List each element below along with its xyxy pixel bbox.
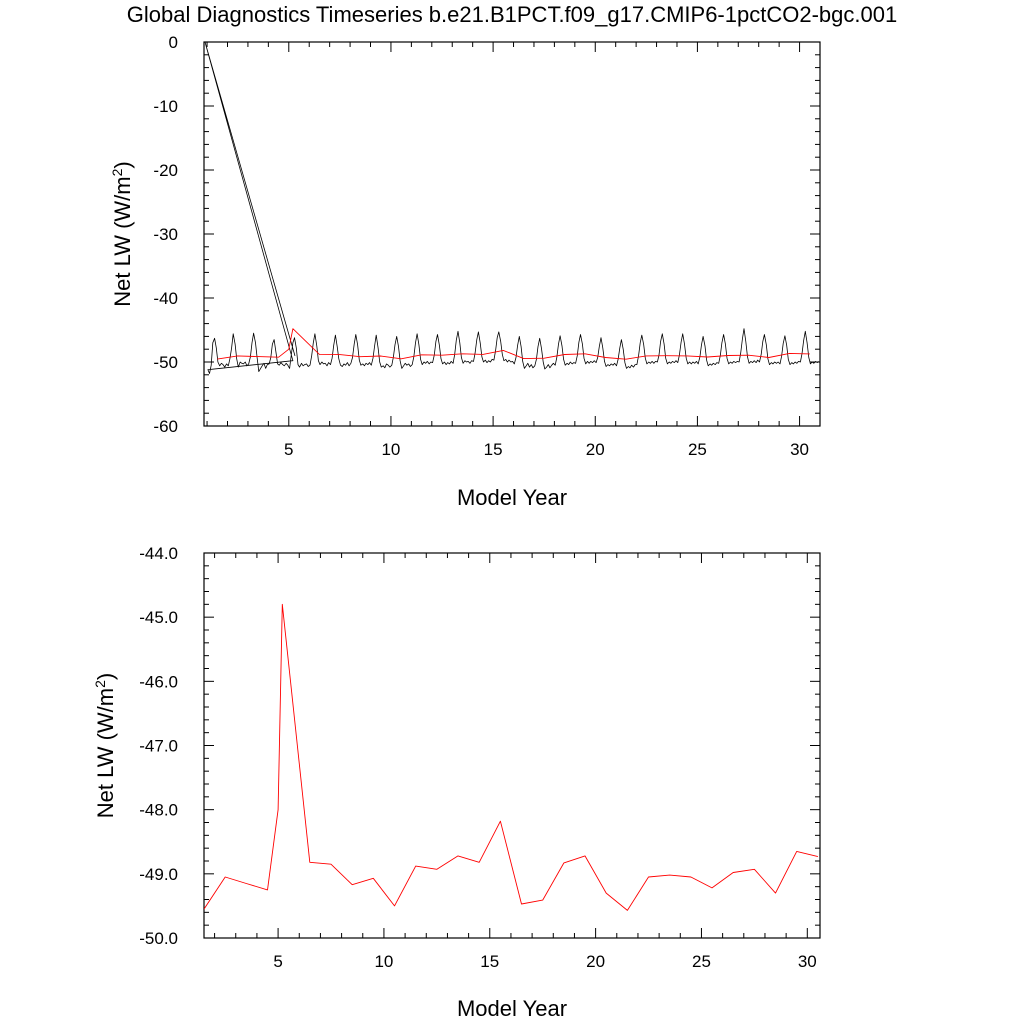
series-line-annual (204, 603, 819, 911)
x-tick-label: 5 (273, 952, 282, 971)
x-tick-label: 25 (688, 440, 707, 459)
x-tick-label: 10 (381, 440, 400, 459)
y-tick-label: 0 (169, 33, 178, 52)
y-axis-title-main: Net LW (W/m (110, 176, 135, 306)
y-axis-title-close: ) (110, 161, 135, 168)
y-tick-label: -49.0 (139, 865, 178, 884)
x-tick-label: 30 (790, 440, 809, 459)
y-axis-title: Net LW (W/m2) (92, 673, 118, 818)
y-axis-title: Net LW (W/m2) (109, 161, 135, 306)
series-line-annual (217, 328, 810, 360)
x-tick-label: 20 (586, 440, 605, 459)
y-axis-title-superscript: 2 (109, 168, 125, 176)
x-axis-title: Model Year (457, 485, 567, 510)
x-tick-label: 25 (692, 952, 711, 971)
y-axis-title-superscript: 2 (92, 680, 108, 688)
y-tick-label: -20 (153, 161, 178, 180)
y-tick-label: -50 (153, 353, 178, 372)
series-line-monthly (204, 42, 820, 374)
y-axis-title-close: ) (93, 673, 118, 680)
y-tick-label: -10 (153, 97, 178, 116)
y-tick-label: -60 (153, 417, 178, 436)
x-tick-label: 10 (374, 952, 393, 971)
plot-frame (203, 552, 821, 939)
plot-panel-1: 5 10 15 20 25 30 0 -10 -20 -30 -40 -50 -60 Model Year… (109, 33, 821, 510)
y-tick-label: -48.0 (139, 801, 178, 820)
x-tick-label: 20 (586, 952, 605, 971)
x-tick-label: 15 (480, 952, 499, 971)
y-tick-label: -44.0 (139, 544, 178, 563)
chart-title: Global Diagnostics Timeseries b.e21.B1PC… (126, 2, 898, 27)
x-tick-label: 15 (484, 440, 503, 459)
x-axis-title: Model Year (457, 996, 567, 1021)
plot-frame (203, 41, 821, 427)
y-tick-label: -50.0 (139, 929, 178, 948)
x-tick-label: 5 (284, 440, 293, 459)
y-tick-label: -40 (153, 289, 178, 308)
x-tick-label: 30 (798, 952, 817, 971)
y-tick-label: -46.0 (139, 672, 178, 691)
y-tick-label: -30 (153, 225, 178, 244)
y-axis-title-main: Net LW (W/m (93, 688, 118, 818)
plot-panel-2: 5 10 15 20 25 30 -44.0 -45.0 -46.0 -47.0 -48.0 -49.… (92, 544, 821, 1021)
y-tick-label: -47.0 (139, 737, 178, 756)
y-tick-label: -45.0 (139, 608, 178, 627)
